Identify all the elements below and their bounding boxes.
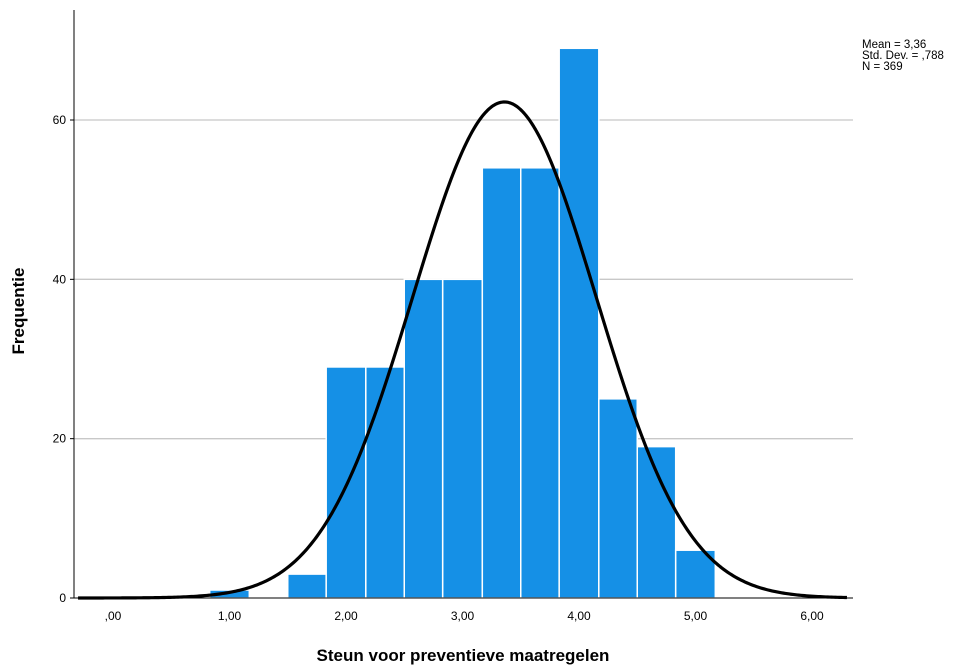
stats-mean: Mean = 3,36 <box>862 39 927 51</box>
x-tick-label-4: 4,00 <box>567 609 591 623</box>
x-tick-label-0: ,00 <box>105 609 122 623</box>
x-tick-label-5: 5,00 <box>684 609 708 623</box>
x-tick-label-3: 3,00 <box>451 609 475 623</box>
y-tick-label-60: 60 <box>53 113 67 127</box>
histogram-bar-8 <box>520 167 560 599</box>
ticks-layer: 0 20 40 60 ,00 1,00 2,00 3,00 4,00 5,00 6,00 <box>53 113 824 623</box>
stats-n: N = 369 <box>862 61 903 73</box>
bars-layer <box>208 47 717 599</box>
x-tick-label-2: 2,00 <box>334 609 358 623</box>
stats-sd: Std. Dev. = ,788 <box>862 50 944 62</box>
histogram-bar-9 <box>558 47 600 599</box>
histogram-bar-4 <box>365 366 405 599</box>
curve-layer <box>74 100 853 600</box>
x-tick-label-1: 1,00 <box>218 609 242 623</box>
histogram-bar-10 <box>598 398 638 599</box>
histogram-bar-2 <box>287 573 327 599</box>
x-axis-title: Steun voor preventieve maatregelen <box>317 646 610 665</box>
y-tick-label-40: 40 <box>53 272 67 286</box>
y-axis-title: Frequentie <box>9 268 28 355</box>
histogram-bar-6 <box>441 278 484 599</box>
y-tick-label-0: 0 <box>59 591 66 605</box>
histogram-bar-5 <box>403 278 444 599</box>
y-tick-label-20: 20 <box>53 432 67 446</box>
histogram-bar-7 <box>481 167 522 599</box>
stats-annotation: Mean = 3,36 Std. Dev. = ,788 N = 369 <box>862 39 944 73</box>
normal-distribution-curve <box>78 100 847 600</box>
x-tick-label-6: 6,00 <box>800 609 824 623</box>
